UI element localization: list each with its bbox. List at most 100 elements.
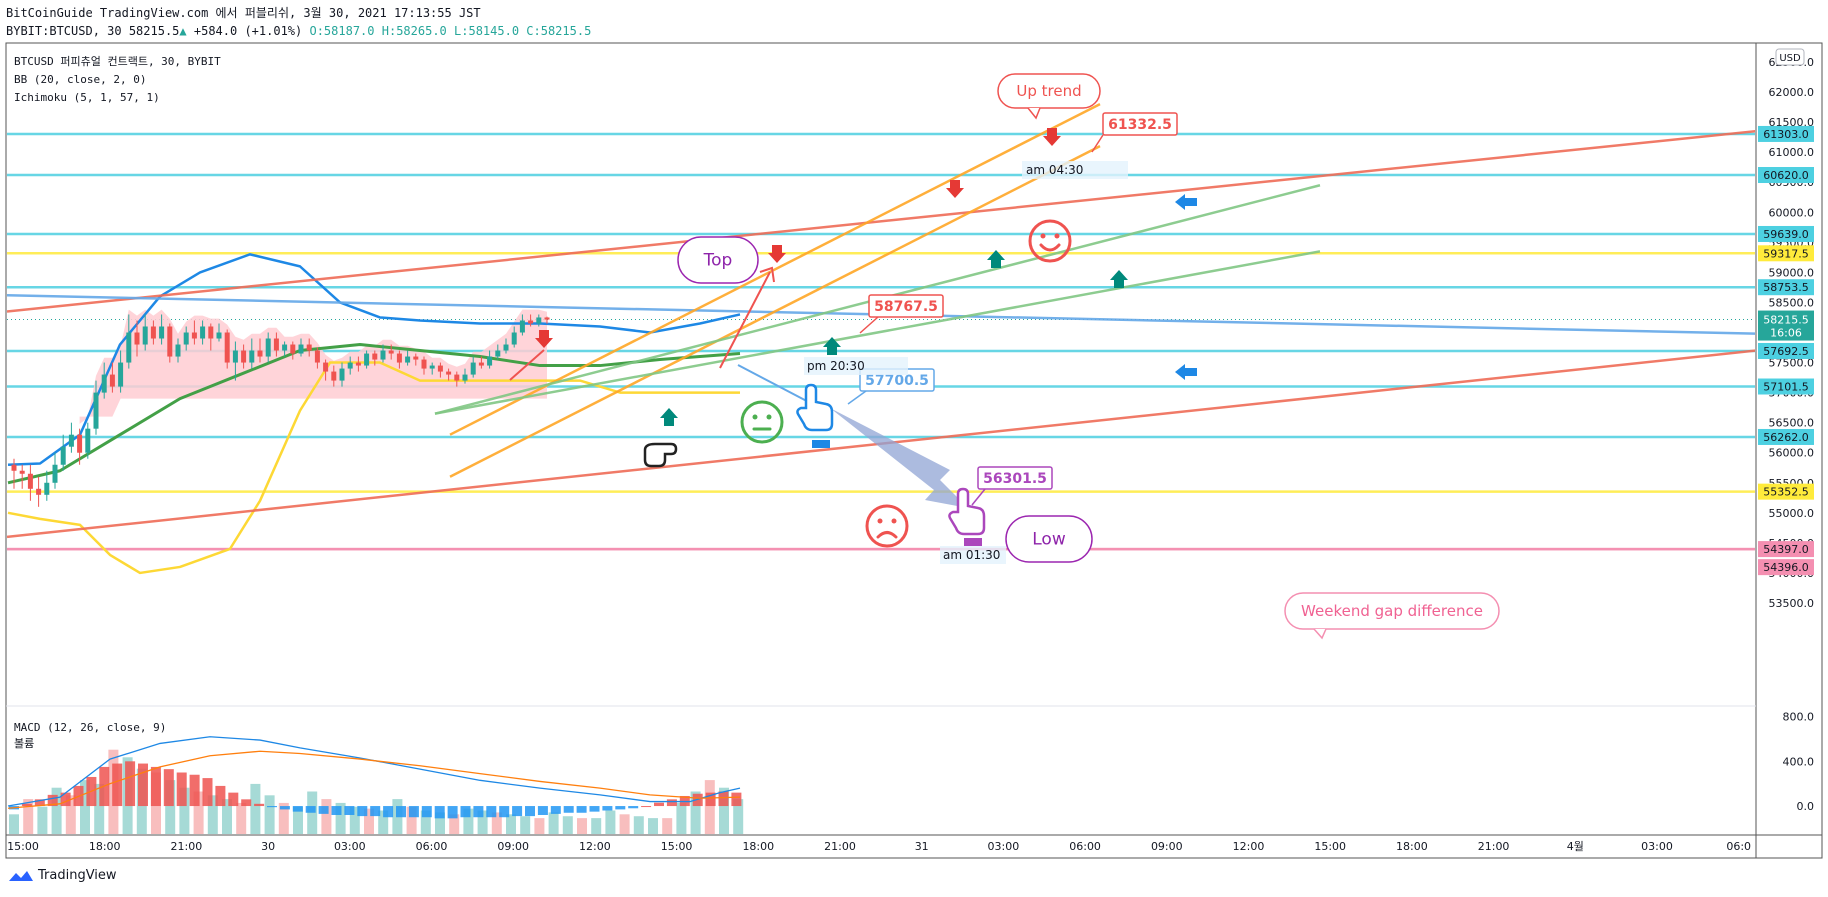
- volume-bar: [51, 787, 62, 834]
- volume-bar: [236, 802, 247, 834]
- level-price-badge: [1758, 245, 1814, 262]
- candle-body: [93, 392, 99, 429]
- candle-body: [536, 317, 542, 324]
- purple-hand-cuff: [964, 538, 982, 546]
- price-tick-label: 62000.0: [1769, 86, 1815, 99]
- volume-bar: [477, 810, 488, 834]
- red-down-arrow-icon: [768, 245, 786, 263]
- volume-bar: [520, 816, 531, 834]
- ohlc-close: C:58215.5: [526, 24, 592, 38]
- price-tick-label: 58500.0: [1769, 296, 1815, 309]
- time-tick-label: 12:00: [579, 840, 611, 853]
- red-down-arrow-icon: [535, 330, 553, 348]
- level-price-badge: [1758, 167, 1814, 184]
- green-up-arrow-icon: [1110, 270, 1128, 288]
- tradingview-footer[interactable]: TradingView: [8, 868, 117, 883]
- candle-body: [314, 350, 320, 363]
- low-bubble: [1005, 515, 1093, 563]
- bb-lower-line: [7, 361, 740, 575]
- price-tick-label: 59000.0: [1769, 266, 1815, 279]
- macd-histogram-bar: [34, 799, 45, 807]
- price-note-56301-box: [977, 466, 1053, 490]
- current-price-label: 58215.5: [1763, 314, 1809, 327]
- level-price-label: 61303.0: [1763, 128, 1809, 141]
- weekend-gap-bubble: [1284, 592, 1500, 630]
- time-tick-label: 03:00: [1641, 840, 1673, 853]
- candle-body: [364, 353, 370, 366]
- up-trend-tail: [1027, 107, 1041, 120]
- volume-bar: [605, 810, 616, 834]
- neutral-face-icon-eye: [766, 414, 772, 420]
- last-price: 58215.5: [128, 24, 180, 38]
- price-note-56301-pointer: [971, 488, 986, 506]
- level-price-badge: [1758, 541, 1814, 558]
- candle-body: [511, 332, 517, 345]
- black-hand-icon: [643, 442, 678, 468]
- time-tick-label: 18:00: [89, 840, 121, 853]
- candle-body: [232, 350, 238, 363]
- macd-histogram-bar: [537, 806, 548, 815]
- price-note-58767-label: 58767.5: [874, 299, 938, 315]
- trendline-channel-upper: [449, 102, 1101, 436]
- macd-histogram-bar: [602, 806, 613, 811]
- macd-histogram-bar: [163, 769, 174, 807]
- candle-body: [175, 344, 181, 357]
- currency-box: [1775, 48, 1805, 66]
- volume-bar: [619, 814, 630, 834]
- price-note-57700-label: 57700.5: [865, 373, 929, 389]
- volume-bar: [562, 816, 573, 834]
- volume-bar: [278, 802, 289, 834]
- time-tick-label: 30: [261, 840, 275, 853]
- time-tick-label: 4월: [1567, 840, 1584, 853]
- time-note-am0130-bg: [940, 546, 1006, 564]
- candle-body: [544, 317, 550, 320]
- candle-body: [167, 326, 173, 357]
- pointing-hand-icon: [796, 383, 834, 432]
- current-price-badge: [1758, 310, 1814, 341]
- level-price-label: 59639.0: [1763, 228, 1809, 241]
- time-tick-label: 06:0: [1726, 840, 1751, 853]
- macd-histogram-bar: [305, 806, 316, 813]
- sad-face-icon-eye: [891, 518, 897, 524]
- candle-body: [265, 338, 271, 357]
- level-price-badge: [1758, 225, 1814, 242]
- volume-bar: [591, 818, 602, 834]
- time-tick-label: 03:00: [334, 840, 366, 853]
- projection-arrow-up: [719, 271, 771, 369]
- volume-bar: [420, 810, 431, 834]
- chart-frame: [5, 42, 1823, 859]
- ohlc-low: L:58145.0: [454, 24, 520, 38]
- volume-bar: [406, 806, 417, 834]
- candle-body: [462, 374, 468, 381]
- candle-body: [150, 326, 156, 339]
- level-price-label: 54396.0: [1763, 561, 1809, 574]
- green-up-arrow-icon: [987, 250, 1005, 268]
- volume-bar: [662, 818, 673, 834]
- candle-body: [11, 464, 17, 471]
- happy-face-icon: [1028, 219, 1072, 263]
- volume-bar: [435, 812, 445, 834]
- macd-tick-label: 800.0: [1783, 711, 1815, 724]
- weekend-gap-label: Weekend gap difference: [1301, 602, 1483, 620]
- macd-histogram-bar: [550, 806, 561, 814]
- time-tick-label: 21:00: [171, 840, 203, 853]
- blue-left-arrow-icon: [1175, 364, 1197, 380]
- macd-histogram-bar: [396, 806, 406, 818]
- candle-body: [134, 332, 140, 345]
- volume-bar: [463, 808, 474, 834]
- candle-body: [191, 332, 197, 339]
- price-note-61332-pointer: [1091, 134, 1104, 153]
- price-note-58767-pointer: [859, 316, 879, 334]
- volume-bar: [704, 780, 715, 834]
- time-note-am0430-bg: [1022, 161, 1128, 179]
- signal-line: [7, 750, 741, 809]
- macd-histogram-bar: [344, 806, 355, 815]
- candle-body: [60, 446, 66, 465]
- time-tick-label: 15:00: [7, 840, 39, 853]
- level-price-label: 55352.5: [1763, 486, 1809, 499]
- purple-hand-icon: [948, 487, 986, 536]
- volume-bar: [690, 791, 701, 834]
- macd-histogram-bar: [215, 785, 226, 807]
- price-tick-label: 53500.0: [1769, 597, 1815, 610]
